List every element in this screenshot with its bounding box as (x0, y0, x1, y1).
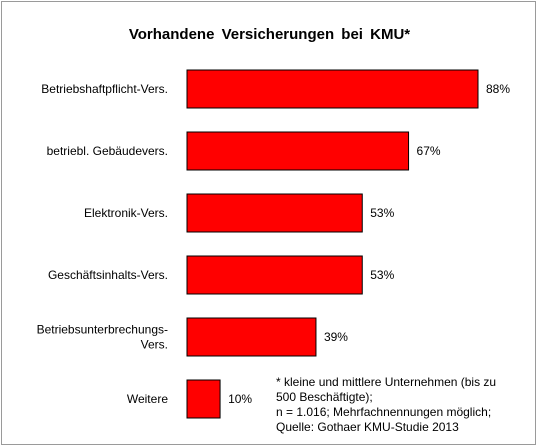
data-label: 53% (370, 268, 394, 282)
category-label: Betriebsunterbrechungs-Vers. (37, 323, 168, 352)
chart-title: Vorhandene Versicherungen bei KMU* (128, 26, 411, 43)
data-label: 53% (370, 206, 394, 220)
category-label: Betriebshaftpflicht-Vers. (41, 82, 168, 96)
footnote-line: * kleine und mittlere Unternehmen (bis z… (276, 375, 497, 389)
data-label: 39% (324, 330, 348, 344)
data-label: 88% (486, 82, 510, 96)
data-label: 67% (417, 144, 441, 158)
category-label: betriebl. Gebäudevers. (47, 144, 168, 158)
category-label: Geschäftsinhalts-Vers. (48, 268, 168, 282)
bars-layer: 88% Betriebshaftpflicht-Vers. 67% betriebl.… (37, 69, 510, 419)
category-label: Weitere (127, 392, 168, 406)
bar (186, 69, 479, 109)
data-label: 10% (228, 392, 252, 406)
bar (186, 317, 317, 357)
bar (186, 193, 363, 233)
category-label: Elektronik-Vers. (84, 206, 168, 220)
bar (186, 131, 410, 171)
footnote-line: 500 Beschäftigte); (276, 390, 373, 404)
footnote: * kleine und mittlere Unternehmen (bis z… (276, 375, 536, 435)
bar (186, 255, 363, 295)
footnote-line: Quelle: Gothaer KMU-Studie 2013 (276, 420, 459, 434)
bar (186, 379, 221, 419)
footnote-line: n = 1.016; Mehrfachnennungen möglich; (276, 405, 492, 419)
